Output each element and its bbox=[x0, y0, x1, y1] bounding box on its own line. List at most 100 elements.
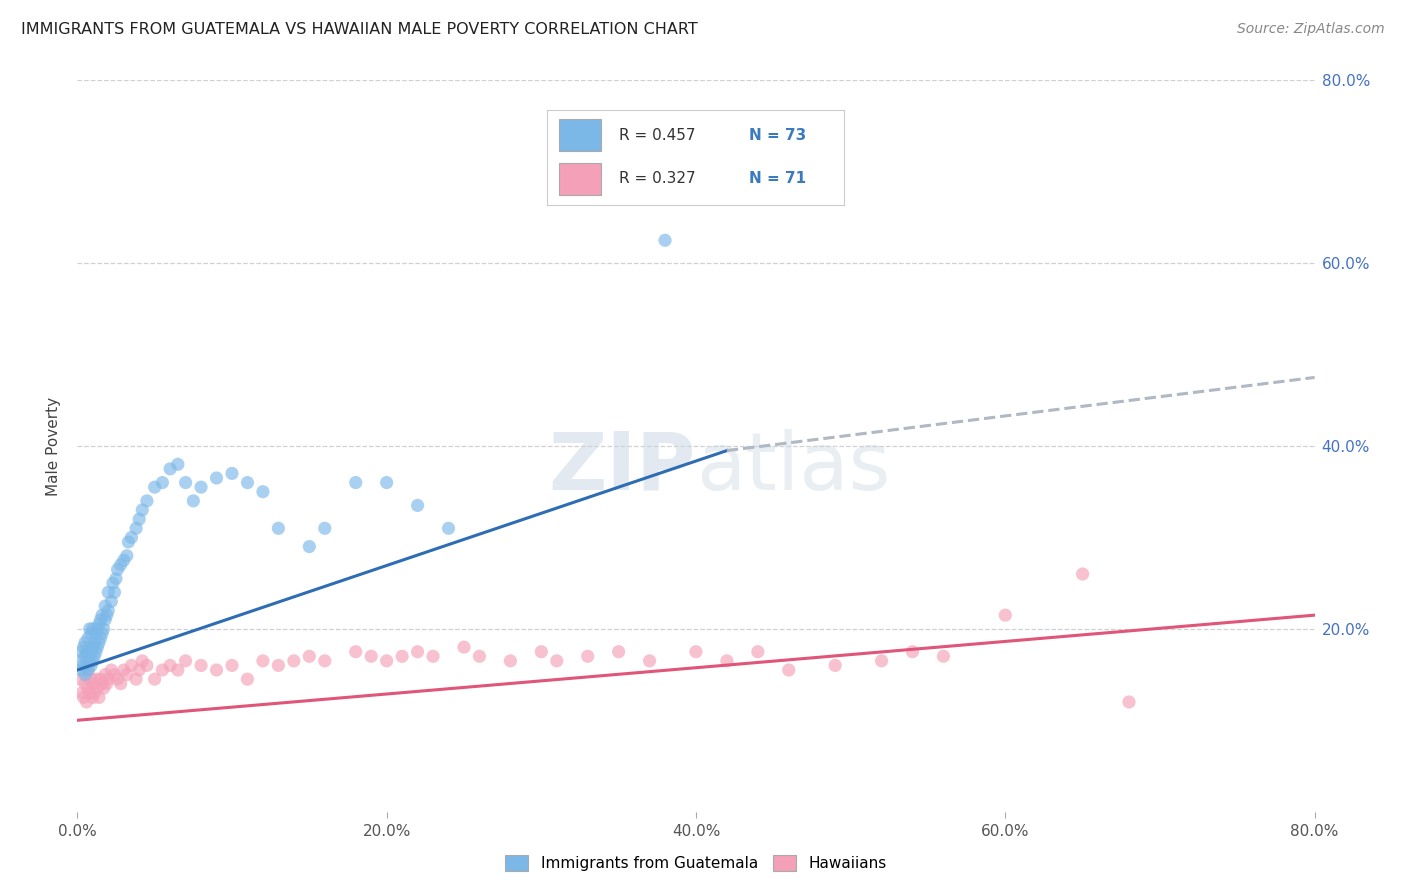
Point bbox=[128, 512, 150, 526]
Point bbox=[167, 663, 190, 677]
Point bbox=[422, 649, 444, 664]
Point bbox=[167, 458, 190, 472]
Point bbox=[93, 681, 115, 696]
Point bbox=[87, 635, 110, 649]
Point bbox=[110, 676, 132, 690]
Point bbox=[94, 599, 117, 613]
Point bbox=[437, 521, 460, 535]
Point bbox=[77, 681, 100, 696]
Point bbox=[77, 663, 100, 677]
Point bbox=[79, 654, 101, 668]
Point bbox=[283, 654, 305, 668]
Point bbox=[90, 672, 112, 686]
Point bbox=[778, 663, 800, 677]
Point bbox=[716, 654, 738, 668]
Point bbox=[75, 649, 96, 664]
Point bbox=[267, 658, 290, 673]
Point bbox=[115, 549, 138, 563]
Point bbox=[174, 654, 197, 668]
Point bbox=[221, 467, 243, 481]
Point bbox=[80, 626, 103, 640]
Point bbox=[115, 667, 138, 681]
Point bbox=[83, 635, 105, 649]
Point bbox=[91, 608, 114, 623]
Point bbox=[82, 676, 104, 690]
Point bbox=[110, 558, 132, 572]
Point bbox=[252, 484, 274, 499]
Point bbox=[117, 535, 139, 549]
Point bbox=[84, 672, 107, 686]
Point bbox=[72, 690, 94, 705]
Point bbox=[143, 480, 166, 494]
Point bbox=[136, 658, 159, 673]
Point bbox=[87, 617, 110, 632]
Point bbox=[105, 572, 128, 586]
Point bbox=[685, 645, 707, 659]
Point bbox=[143, 672, 166, 686]
Point bbox=[530, 645, 553, 659]
Point bbox=[344, 645, 367, 659]
Y-axis label: Male Poverty: Male Poverty bbox=[46, 396, 62, 496]
Point bbox=[90, 631, 112, 645]
Point bbox=[112, 553, 135, 567]
Point bbox=[107, 672, 129, 686]
Point bbox=[80, 645, 103, 659]
Point bbox=[901, 645, 924, 659]
Point bbox=[152, 663, 174, 677]
Point bbox=[90, 613, 112, 627]
Point bbox=[76, 645, 98, 659]
Point bbox=[344, 475, 367, 490]
Point bbox=[82, 622, 104, 636]
Point bbox=[314, 654, 336, 668]
Point bbox=[131, 654, 153, 668]
Point bbox=[453, 640, 475, 655]
Point bbox=[72, 658, 94, 673]
Point bbox=[121, 658, 143, 673]
Point bbox=[94, 667, 117, 681]
Point bbox=[79, 622, 101, 636]
Point bbox=[96, 676, 118, 690]
Point bbox=[70, 686, 93, 700]
Point bbox=[100, 663, 122, 677]
Point bbox=[607, 645, 630, 659]
Point bbox=[205, 663, 228, 677]
Legend: Immigrants from Guatemala, Hawaiians: Immigrants from Guatemala, Hawaiians bbox=[499, 849, 893, 877]
Point bbox=[97, 603, 120, 617]
Point bbox=[82, 640, 104, 655]
Point bbox=[79, 640, 101, 655]
Text: ZIP: ZIP bbox=[548, 429, 696, 507]
Point bbox=[267, 521, 290, 535]
Point bbox=[747, 645, 769, 659]
Point bbox=[205, 471, 228, 485]
Point bbox=[76, 658, 98, 673]
Point bbox=[174, 475, 197, 490]
Point bbox=[80, 658, 103, 673]
Point bbox=[86, 640, 108, 655]
Point bbox=[391, 649, 413, 664]
Point bbox=[159, 658, 181, 673]
Point bbox=[183, 493, 205, 508]
Point bbox=[77, 663, 100, 677]
Point bbox=[375, 654, 398, 668]
Point bbox=[69, 672, 91, 686]
Point bbox=[932, 649, 955, 664]
Point bbox=[236, 475, 259, 490]
Point bbox=[84, 626, 107, 640]
Point bbox=[97, 672, 120, 686]
Point bbox=[91, 676, 114, 690]
Point bbox=[125, 672, 148, 686]
Point bbox=[82, 690, 104, 705]
Point bbox=[70, 645, 93, 659]
Point bbox=[121, 530, 143, 544]
Point bbox=[83, 686, 105, 700]
Point bbox=[994, 608, 1017, 623]
Point bbox=[91, 626, 114, 640]
Point bbox=[406, 645, 429, 659]
Point bbox=[69, 654, 91, 668]
Point bbox=[870, 654, 893, 668]
Point bbox=[86, 622, 108, 636]
Text: atlas: atlas bbox=[696, 429, 890, 507]
Point bbox=[499, 654, 522, 668]
Point bbox=[103, 585, 125, 599]
Point bbox=[468, 649, 491, 664]
